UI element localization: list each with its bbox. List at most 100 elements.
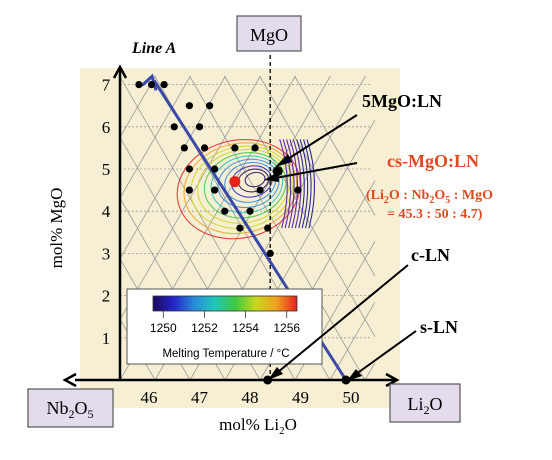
y-axis-label: mol% MgO: [47, 188, 66, 269]
grid-diagonal-line: [224, 75, 375, 338]
grid-diagonal-line: [0, 76, 85, 380]
composition-point: [170, 123, 178, 131]
composition-point: [147, 81, 156, 89]
y-tick-label: 6: [102, 118, 111, 137]
comp-sub2: 2: [429, 195, 434, 206]
x-axis-left-arrow: [62, 372, 77, 388]
x-axis-label-main: mol% Li: [219, 415, 279, 434]
special-points: [229, 166, 351, 385]
composition-point: [231, 144, 239, 152]
arrow-5mgo-ln: [279, 114, 358, 165]
composition-point: [200, 144, 209, 152]
composition-point: [251, 144, 259, 152]
nb2o5-sub2: 5: [88, 407, 94, 421]
colorbar-tick-label: 1250: [150, 321, 177, 335]
melting-contour: [296, 139, 305, 229]
comp-sub1: 2: [384, 195, 389, 206]
mgo-box-frame: [236, 15, 302, 52]
corner-nb2o5-box: Nb2O5: [27, 388, 114, 428]
arrow-cs-mgo-ln: [269, 162, 358, 180]
colorbar-tick-label: 1254: [232, 321, 259, 335]
nb2o5-box-frame: [27, 388, 114, 428]
nb2o5-sub1: 2: [69, 407, 75, 421]
li2o-main: Li: [408, 394, 424, 414]
li2o-box-label: Li2O: [408, 394, 443, 417]
arrow-cs-mgo-ln-head: [264, 172, 279, 182]
grid-diagonal-line: [294, 240, 375, 380]
x-axis-label-sub: 2: [279, 425, 285, 437]
label-s-ln: s-LN: [420, 317, 458, 337]
grid-diagonal-line: [189, 75, 366, 380]
li2o-sub: 2: [424, 403, 430, 417]
composition-point: [211, 165, 219, 173]
arrow-c-ln-head: [268, 367, 283, 380]
x-axis-label: mol% Li2O: [219, 415, 297, 437]
grid-diagonal-line: [259, 75, 375, 277]
y-tick-label: 2: [102, 287, 111, 306]
y-tick-label: 5: [102, 160, 111, 179]
composition-point: [195, 123, 204, 131]
grid-diagonal-line: [470, 76, 552, 380]
melting-contour: [289, 139, 299, 229]
point-cs-mgo-ln: [229, 176, 241, 188]
nb2o5-box-label: Nb2O5: [47, 398, 94, 421]
mgo-box-label: MgO: [250, 25, 288, 45]
comp-mid: O : Nb: [389, 188, 430, 203]
y-tick-label: 7: [102, 76, 111, 95]
label-c-ln: c-LN: [411, 245, 450, 265]
annotation-arrows: [264, 114, 417, 381]
li2o-tail: O: [430, 394, 443, 414]
y-tick-label: 4: [102, 202, 111, 221]
arrow-c-ln: [271, 264, 409, 378]
li2o-box-frame: [389, 383, 461, 423]
comp-sub3: 5: [445, 195, 450, 206]
grid-diagonal-line: [0, 76, 85, 380]
grid-diagonal-line: [329, 301, 375, 380]
x-tick-label: 49: [292, 388, 309, 407]
nb2o5-main: Nb: [47, 398, 69, 418]
label-cs-mgo-ln: cs-MgO:LN: [387, 151, 479, 171]
color-legend-box: 1250 1252 1254 1256 Melting Temperature / °…: [126, 288, 323, 365]
nb2o5-mid: O: [75, 398, 88, 418]
composition-point: [185, 102, 193, 110]
composition-point: [221, 207, 229, 215]
colorbar: [152, 295, 298, 312]
point-s-ln: [341, 375, 351, 385]
composition-point: [160, 81, 168, 89]
grid-diagonal-line: [120, 318, 156, 380]
composition-point: [246, 207, 254, 215]
arrow-s-ln-head: [347, 369, 362, 381]
composition-ratio-line1: (Li2O : Nb2O5 : MgO: [366, 188, 493, 206]
label-5mgo-ln: 5MgO:LN: [362, 91, 442, 111]
composition-point: [294, 186, 302, 194]
x-tick-labels: 46 47 48 49 50: [141, 388, 360, 407]
composition-point: [266, 249, 274, 257]
corner-li2o-box: Li2O: [389, 383, 461, 423]
y-tick-labels: 1 2 3 4 5 6 7: [102, 76, 111, 348]
composition-ratio-line2: = 45.3 : 50 : 4.7): [387, 207, 483, 222]
x-tick-label: 50: [343, 388, 360, 407]
x-tick-label: 48: [242, 388, 259, 407]
composition-point: [256, 186, 264, 194]
grid-diagonal-line: [120, 75, 156, 139]
composition-point: [206, 102, 214, 110]
y-tick-label: 1: [102, 329, 111, 348]
composition-point: [135, 81, 143, 89]
melting-contour: [244, 171, 266, 188]
colorbar-label: Melting Temperature / °C: [162, 348, 289, 360]
y-axis-up-arrow: [112, 64, 128, 79]
grid-diagonal-line: [0, 76, 50, 380]
melting-contour: [282, 139, 292, 229]
y-tick-label: 3: [102, 244, 111, 263]
corner-mgo-box: MgO: [236, 15, 302, 52]
composition-point: [185, 165, 193, 173]
x-tick-label: 46: [141, 388, 158, 407]
melting-contour: [176, 138, 301, 240]
melting-contour: [299, 139, 309, 229]
composition-point: [180, 144, 188, 152]
comp-mid2: O: [434, 188, 445, 203]
arrow-5mgo-ln-head: [275, 154, 292, 167]
colorbar-ticks: 1250 1252 1254 1256: [150, 311, 300, 335]
melting-contour: [292, 139, 302, 229]
colorbar-tick-label: 1256: [273, 321, 300, 335]
